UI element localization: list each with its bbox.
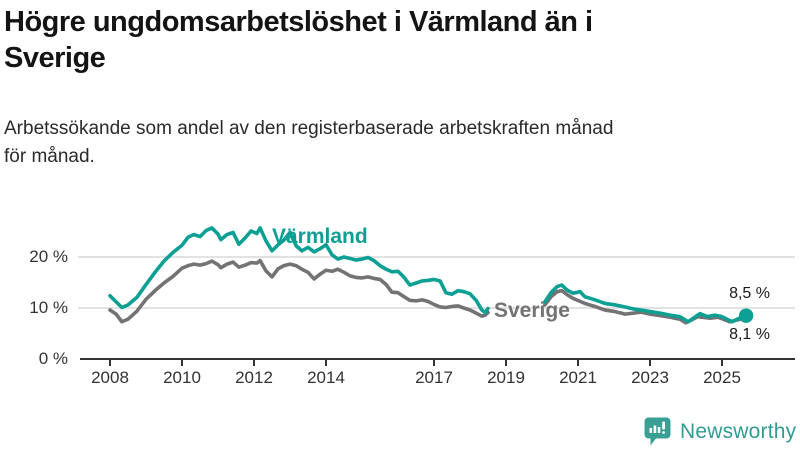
chart-subtitle: Arbetssökande som andel av den registerb… <box>4 118 614 167</box>
series-end-dot <box>738 308 754 323</box>
newsworthy-logo-icon <box>644 417 671 446</box>
series-line-sverige <box>543 288 748 325</box>
y-tick-label: 10 % <box>29 298 68 317</box>
series-label-varmland: Värmland <box>272 225 368 248</box>
x-tick-label: 2023 <box>631 368 669 387</box>
series-line-värmland <box>108 226 490 315</box>
page-title: Högre ungdomsarbetslöshet i Värmland än … <box>4 6 593 74</box>
series-line-sverige <box>108 258 490 324</box>
series-line-värmland <box>543 283 748 324</box>
x-tick-label: 2019 <box>487 368 525 387</box>
y-tick-label: 20 % <box>29 247 68 266</box>
x-tick-label: 2010 <box>163 368 201 387</box>
end-value-label-varmland: 8,5 % <box>729 285 770 302</box>
x-tick-label: 2017 <box>415 368 453 387</box>
x-tick-label: 2008 <box>91 368 129 387</box>
x-tick-label: 2012 <box>235 368 273 387</box>
newsworthy-logo-text: Newsworthy <box>680 419 797 443</box>
series-label-sverige: Sverige <box>494 299 570 322</box>
x-tick-label: 2014 <box>307 368 345 387</box>
y-tick-label: 0 % <box>38 349 68 368</box>
x-tick-label: 2025 <box>703 368 741 387</box>
newsworthy-logo: Newsworthy <box>644 417 796 446</box>
x-tick-label: 2021 <box>559 368 597 387</box>
end-value-label-sverige: 8,1 % <box>729 326 770 343</box>
